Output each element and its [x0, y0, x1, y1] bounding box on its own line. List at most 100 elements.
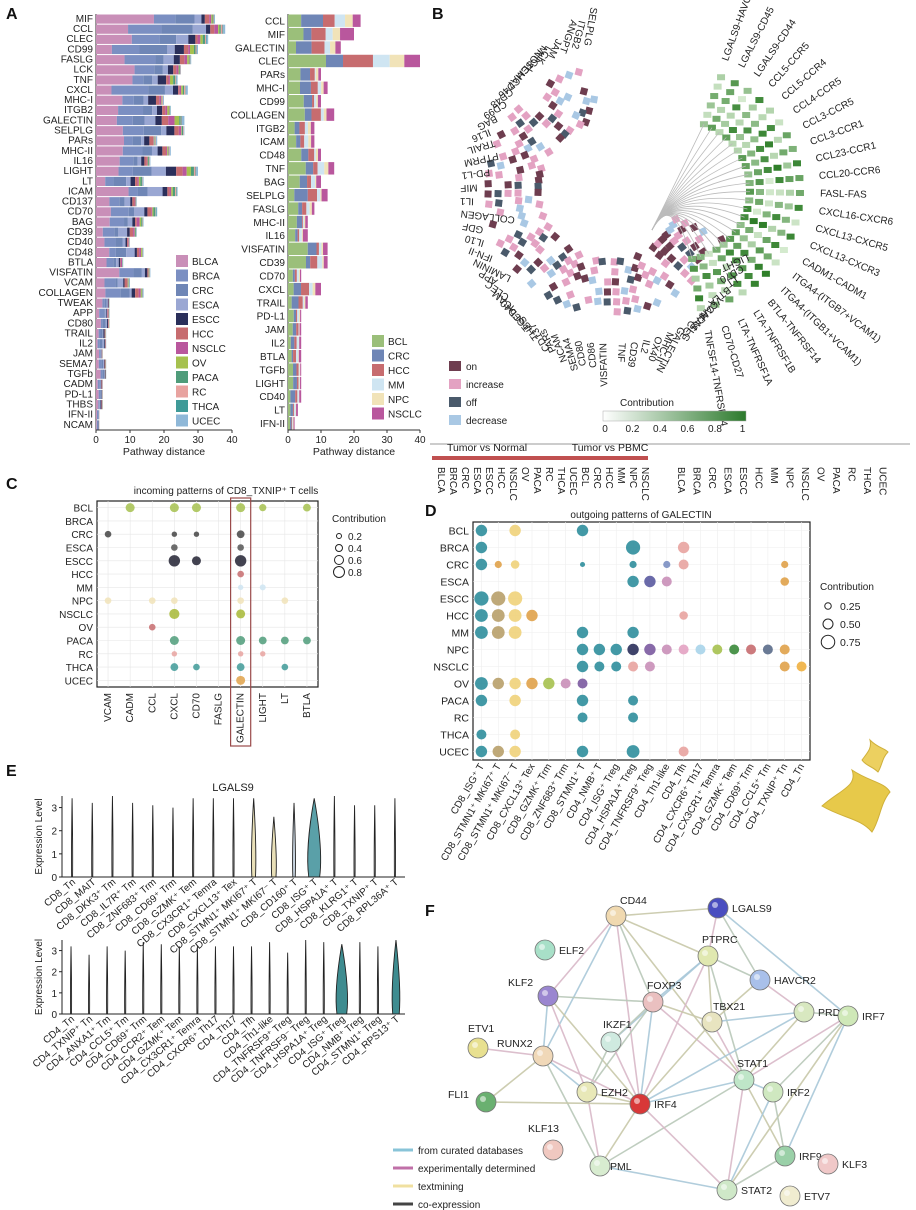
a-bar-segment [298, 323, 300, 336]
d-title: outgoing patterns of GALECTIN [570, 510, 711, 521]
a-bar-segment [290, 403, 293, 417]
e-violin [88, 954, 91, 1015]
a-bar-segment [137, 176, 139, 186]
b-contribution-cell [773, 136, 782, 143]
f-node-label: IRF7 [862, 1011, 885, 1023]
c-row-label: ESCC [65, 557, 93, 568]
a-bar-segment [195, 166, 197, 176]
b-contribution-cell [760, 156, 769, 163]
b-heatmap-cell [498, 152, 508, 161]
b-contribution-cell [747, 241, 756, 248]
a-bar-segment [176, 65, 179, 75]
f-node-highlight [706, 1016, 712, 1022]
a-bar-segment [140, 288, 142, 298]
b-heatmap-cell [555, 133, 566, 143]
a-bar-segment [188, 34, 196, 44]
b-pathway-label: IL10 [463, 232, 485, 248]
e-violin [270, 816, 277, 878]
d-point [579, 561, 586, 568]
a-bar-segment [320, 188, 322, 202]
a-bar-segment [174, 126, 179, 136]
a-bar-segment [315, 68, 319, 81]
c-row-label: HCC [71, 570, 93, 581]
a-bar-segment [96, 156, 120, 166]
d-point [492, 745, 504, 758]
e-violin [292, 802, 296, 878]
b-contribution-cell [792, 160, 801, 167]
a-bar-segment [135, 288, 139, 298]
a-bar-segment [133, 156, 138, 166]
a-bar-segment [296, 269, 299, 282]
f-node-highlight [767, 1086, 773, 1092]
b-column-label-left: PACA [531, 467, 542, 494]
a-legend-label: CRC [388, 352, 410, 363]
c-size-legend-label: 0.2 [348, 532, 362, 543]
b-column-label-left: MM [615, 467, 626, 484]
a-bar-segment [302, 229, 308, 242]
b-heatmap-cell [515, 204, 524, 213]
b-contribution-tick: 0 [602, 424, 608, 435]
d-point [610, 643, 622, 656]
a-category-label: MHC-II [61, 146, 93, 157]
a-bar-segment [106, 298, 108, 308]
a-bar-segment [96, 298, 103, 308]
d-point [509, 677, 521, 690]
b-legend-swatch [449, 415, 461, 425]
b-contribution-cell [711, 301, 720, 308]
b-contribution-cell [744, 273, 753, 280]
a-bar-segment [325, 54, 344, 68]
a-bar-segment [152, 105, 157, 115]
f-node [716, 1179, 738, 1201]
c-point [104, 597, 112, 604]
b-contribution-cell [771, 242, 780, 248]
a-bar-segment [104, 369, 105, 379]
a-bar-segment [122, 95, 134, 105]
a-bar-segment [181, 115, 182, 126]
a-bar-segment [220, 24, 223, 34]
b-heatmap-cell [680, 218, 690, 228]
b-heatmap-cell [622, 296, 630, 305]
d-point [780, 577, 790, 586]
b-column-label-left: HCC [603, 467, 614, 489]
a-bar-segment [288, 336, 291, 349]
f-node [589, 1155, 611, 1177]
c-row-label: BCL [74, 504, 94, 515]
a-bar-segment [316, 242, 319, 256]
b-contribution-cell [783, 162, 792, 169]
d-point [475, 745, 488, 758]
a-category-label: MHC-II [253, 218, 285, 229]
b-heatmap-cell [547, 113, 558, 124]
a-bar-segment [306, 202, 310, 215]
b-heatmap-cell [528, 117, 539, 128]
b-heatmap-cell [513, 229, 523, 240]
b-contribution-cell [717, 74, 726, 81]
a-category-label: TWEAK [57, 298, 93, 309]
panel-label-a: A [6, 6, 18, 23]
a-bar-segment [318, 68, 321, 81]
a-bar-segment [293, 403, 296, 417]
f-node [779, 1185, 801, 1207]
a-bar-segment [96, 95, 123, 105]
a-bar-segment [293, 363, 297, 376]
a-bar-segment [100, 400, 102, 410]
a-category-label: CXCL [258, 285, 285, 296]
a-bar-segment [111, 44, 140, 55]
f-edge [542, 1055, 601, 1167]
a-bar-segment [288, 376, 294, 390]
a-category-label: IL16 [266, 231, 286, 242]
f-node-highlight [822, 1158, 828, 1164]
a-category-label: CXCL [66, 85, 93, 96]
b-column-label-right: CRC [706, 467, 717, 489]
b-pathway-label: IL1 [459, 195, 474, 206]
a-category-label: LIGHT [64, 166, 93, 177]
a-bar-segment [288, 27, 304, 41]
a-bar-segment [128, 24, 162, 34]
a-bar-segment [295, 390, 298, 403]
a-bar-segment [96, 24, 129, 34]
f-node-highlight [539, 944, 545, 950]
b-heatmap-cell [563, 92, 573, 102]
a-bar-segment [193, 44, 196, 55]
d-point [611, 661, 622, 672]
a-bar-segment [288, 162, 306, 175]
b-heatmap-cell [519, 257, 530, 268]
